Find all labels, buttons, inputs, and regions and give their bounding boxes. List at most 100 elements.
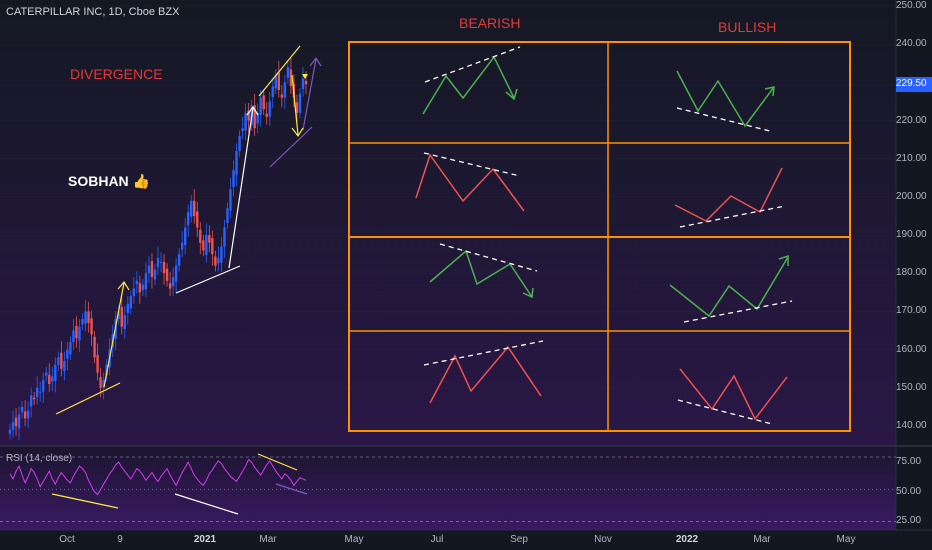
candle-body[interactable] bbox=[295, 102, 299, 113]
candle-body[interactable] bbox=[174, 265, 178, 282]
candle-body[interactable] bbox=[289, 69, 293, 87]
candle-body[interactable] bbox=[286, 67, 290, 78]
candle-body[interactable] bbox=[235, 151, 238, 175]
candle-body[interactable] bbox=[205, 235, 208, 255]
candle-body[interactable] bbox=[171, 277, 175, 287]
candle-body[interactable] bbox=[280, 94, 284, 98]
rsi-series[interactable] bbox=[0, 456, 896, 522]
candle-body[interactable] bbox=[57, 357, 60, 365]
candle-body[interactable] bbox=[87, 311, 90, 323]
candle-body[interactable] bbox=[283, 82, 287, 98]
candle-body[interactable] bbox=[156, 258, 160, 268]
candle-body[interactable] bbox=[39, 391, 42, 393]
candle-body[interactable] bbox=[304, 80, 308, 85]
candle-body[interactable] bbox=[51, 376, 54, 382]
candle-body[interactable] bbox=[265, 113, 268, 117]
candle-body[interactable] bbox=[78, 326, 81, 341]
candle-body[interactable] bbox=[147, 265, 151, 274]
trendline-yellow-1[interactable] bbox=[55, 382, 121, 415]
candle-body[interactable] bbox=[84, 311, 87, 324]
candle-body[interactable] bbox=[99, 377, 102, 388]
rsi-trendline-yellow-1[interactable] bbox=[51, 493, 119, 509]
candle-body[interactable] bbox=[253, 105, 256, 129]
candle-body[interactable] bbox=[274, 74, 277, 89]
candle-body[interactable] bbox=[45, 372, 48, 376]
candle-body[interactable] bbox=[69, 342, 72, 355]
candle-body[interactable] bbox=[256, 112, 259, 124]
candle-body[interactable] bbox=[238, 135, 241, 152]
candle-body[interactable] bbox=[211, 238, 214, 255]
candle-body[interactable] bbox=[63, 361, 66, 372]
candle-body[interactable] bbox=[241, 128, 244, 132]
arrow-yellow-down[interactable] bbox=[291, 74, 299, 136]
candle-body[interactable] bbox=[75, 325, 78, 339]
candle-body[interactable] bbox=[277, 72, 281, 90]
candle-body[interactable] bbox=[202, 240, 205, 251]
candle-body[interactable] bbox=[187, 212, 190, 226]
candle-body[interactable] bbox=[123, 315, 126, 330]
candle-body[interactable] bbox=[117, 311, 120, 320]
candle-body[interactable] bbox=[268, 101, 271, 117]
candle-body[interactable] bbox=[190, 200, 193, 217]
arrow-yellow-1[interactable] bbox=[103, 282, 125, 388]
candle-body[interactable] bbox=[35, 387, 39, 397]
symbol-header[interactable]: CATERPILLAR INC, 1D, Cboe BZX bbox=[6, 6, 180, 18]
arrow-purple-1[interactable] bbox=[302, 58, 317, 131]
candle-body[interactable] bbox=[66, 349, 69, 359]
candle-body[interactable] bbox=[168, 283, 172, 289]
trend-drawings[interactable] bbox=[55, 45, 322, 415]
candle-body[interactable] bbox=[162, 261, 166, 274]
candle-body[interactable] bbox=[223, 227, 226, 247]
candle-body[interactable] bbox=[301, 78, 305, 90]
candle-body[interactable] bbox=[262, 95, 265, 110]
candle-body[interactable] bbox=[153, 269, 157, 280]
candle-body[interactable] bbox=[193, 200, 196, 216]
rsi-trendline-purple-1[interactable] bbox=[275, 483, 308, 495]
candle-body[interactable] bbox=[271, 86, 274, 97]
candle-body[interactable] bbox=[48, 374, 51, 384]
trendline-purple-1[interactable] bbox=[269, 126, 313, 168]
candle-body[interactable] bbox=[14, 417, 18, 426]
candle-body[interactable] bbox=[298, 93, 302, 113]
candle-body[interactable] bbox=[244, 112, 247, 131]
candle-body[interactable] bbox=[23, 411, 27, 419]
candle-body[interactable] bbox=[220, 246, 223, 263]
candle-body[interactable] bbox=[132, 288, 136, 297]
candle-body[interactable] bbox=[120, 306, 123, 327]
trendline-yellow-2[interactable] bbox=[258, 45, 301, 97]
candle-body[interactable] bbox=[11, 422, 15, 430]
candle-body[interactable] bbox=[54, 364, 57, 381]
arrow-white-1[interactable] bbox=[228, 107, 254, 269]
candle-body[interactable] bbox=[126, 303, 129, 313]
candle-body[interactable] bbox=[259, 97, 262, 116]
rsi-drawings[interactable] bbox=[51, 453, 308, 515]
candle-body[interactable] bbox=[180, 242, 184, 250]
candle-body[interactable] bbox=[96, 354, 99, 373]
candle-body[interactable] bbox=[247, 110, 250, 121]
divergence-table[interactable] bbox=[348, 41, 851, 432]
candle-body[interactable] bbox=[135, 280, 139, 284]
rsi-trendline-yellow-2[interactable] bbox=[257, 453, 298, 471]
candle-body[interactable] bbox=[229, 189, 232, 211]
candle-body[interactable] bbox=[8, 429, 12, 434]
candle-body[interactable] bbox=[129, 296, 133, 309]
candle-body[interactable] bbox=[165, 268, 169, 281]
candle-body[interactable] bbox=[196, 211, 199, 228]
candle-body[interactable] bbox=[42, 380, 45, 392]
rsi-line[interactable] bbox=[9, 458, 307, 496]
candle-body[interactable] bbox=[183, 227, 187, 246]
candle-body[interactable] bbox=[20, 406, 24, 413]
candle-body[interactable] bbox=[60, 352, 63, 369]
candle-body[interactable] bbox=[217, 258, 220, 264]
candle-body[interactable] bbox=[29, 395, 33, 407]
candle-body[interactable] bbox=[177, 254, 181, 266]
candle-body[interactable] bbox=[102, 380, 105, 388]
candle-body[interactable] bbox=[199, 229, 202, 243]
candle-body[interactable] bbox=[150, 261, 154, 278]
candle-body[interactable] bbox=[232, 170, 235, 187]
candle-body[interactable] bbox=[93, 336, 96, 358]
candle-body[interactable] bbox=[141, 284, 145, 291]
candle-body[interactable] bbox=[81, 319, 84, 325]
